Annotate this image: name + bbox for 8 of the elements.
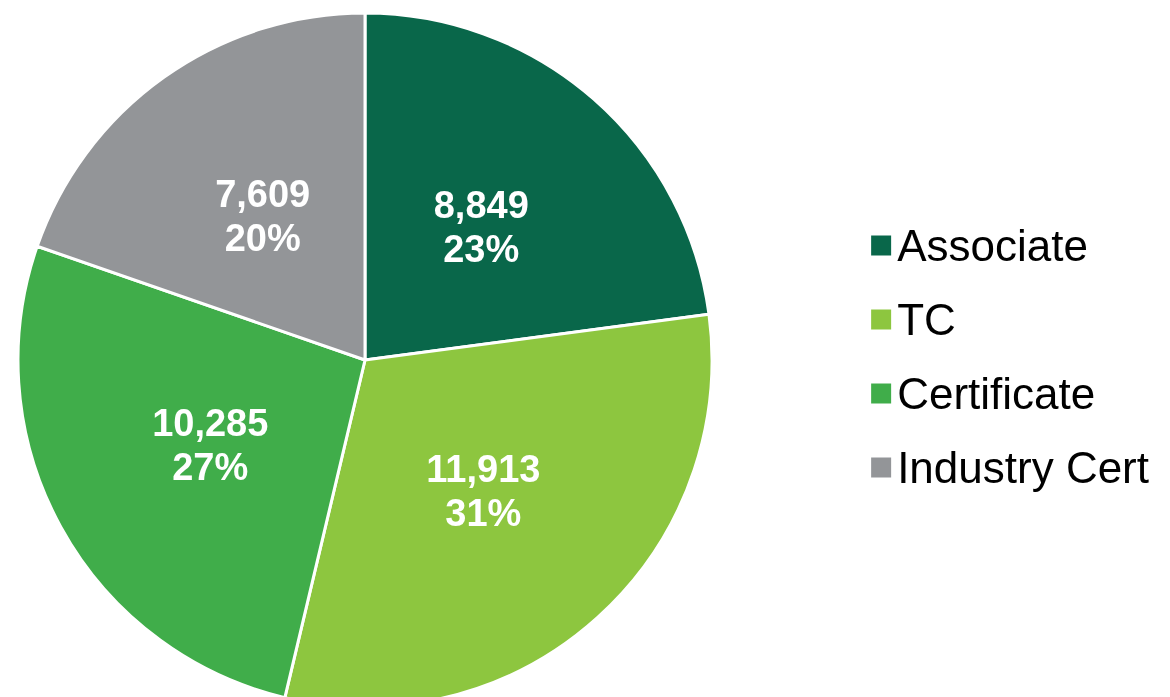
legend-label: Associate [897,221,1088,270]
legend-label: TC [897,295,956,344]
legend-label: Industry Cert [897,443,1150,492]
legend-label: Certificate [897,369,1096,418]
data-label: 10,285 27% [152,401,269,488]
data-label: 11,913 31% [426,447,541,534]
data-label: 8,849 23% [433,184,529,271]
data-label: 7,609 20% [215,173,311,260]
